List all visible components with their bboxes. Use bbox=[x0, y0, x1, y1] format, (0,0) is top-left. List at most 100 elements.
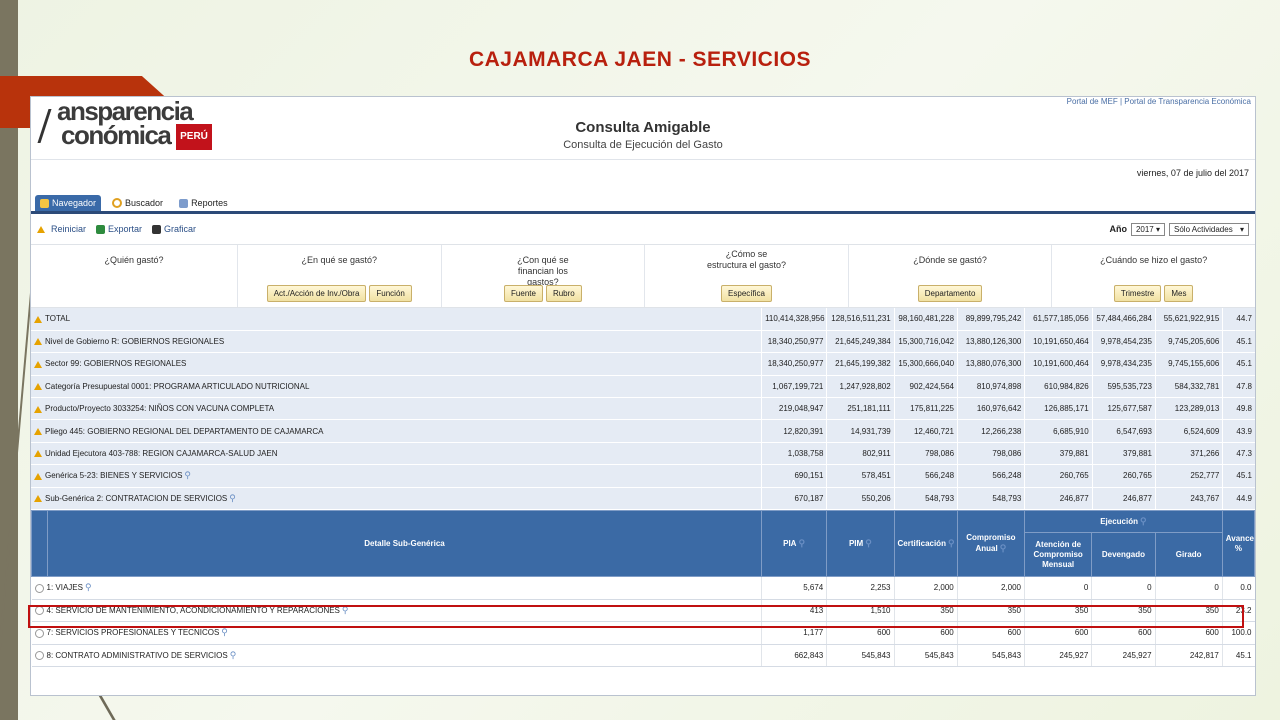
nav-row-value: 57,484,466,284 bbox=[1091, 308, 1156, 331]
nav-row[interactable]: Nivel de Gobierno R: GOBIERNOS REGIONALE… bbox=[31, 330, 1255, 354]
funcion-button[interactable]: Función bbox=[369, 285, 412, 302]
navigation-table: TOTAL 110,414,328,956 128,516,511,231 98,16… bbox=[31, 308, 1255, 511]
nav-row-value: 670,187 bbox=[761, 487, 827, 511]
act-accion-button[interactable]: Act./Acción de Inv./Obra bbox=[266, 285, 367, 302]
col-atencion: Atención de Compromiso Mensual bbox=[1024, 532, 1093, 578]
detail-row-value: 1,177 bbox=[760, 621, 827, 645]
detail-row-value: 545,843 bbox=[826, 644, 894, 668]
level-up-icon[interactable] bbox=[34, 360, 42, 368]
rubro-button[interactable]: Rubro bbox=[545, 285, 582, 302]
reiniciar-button[interactable]: Reiniciar bbox=[37, 224, 86, 234]
tab-navegador[interactable]: Navegador bbox=[35, 195, 102, 211]
info-icon: ⚲ bbox=[229, 649, 237, 660]
level-up-icon[interactable] bbox=[34, 472, 42, 480]
nav-row[interactable]: Categoría Presupuestal 0001: PROGRAMA AR… bbox=[31, 375, 1255, 399]
question-label: ¿En qué se gastó? bbox=[301, 255, 378, 265]
nav-row-label[interactable]: Genérica 5-23: BIENES Y SERVICIOS ⚲ bbox=[31, 464, 762, 488]
nav-row[interactable]: Pliego 445: GOBIERNO REGIONAL DEL DEPART… bbox=[31, 419, 1255, 443]
trimestre-button[interactable]: Trimestre bbox=[1113, 285, 1162, 302]
nav-row[interactable]: TOTAL 110,414,328,956 128,516,511,231 98,16… bbox=[31, 308, 1255, 331]
col-pim[interactable]: PIM ⚲ bbox=[826, 510, 895, 578]
nav-row-value: 10,191,650,464 bbox=[1024, 330, 1093, 354]
nav-row[interactable]: Sector 99: GOBIERNOS REGIONALES 18,340,25… bbox=[31, 352, 1255, 376]
nav-row-value: 1,247,928,802 bbox=[826, 375, 895, 399]
nav-row-label[interactable]: Nivel de Gobierno R: GOBIERNOS REGIONALE… bbox=[31, 330, 762, 354]
col-avance: Avance % bbox=[1221, 510, 1255, 578]
info-icon: ⚲ bbox=[947, 538, 955, 549]
nav-row-label[interactable]: TOTAL bbox=[31, 308, 762, 331]
year-select[interactable]: 2017 ▾ bbox=[1130, 222, 1165, 236]
detail-row-value: 5,674 bbox=[760, 576, 827, 600]
col-compromiso-anual[interactable]: Compromiso Anual ⚲ bbox=[956, 510, 1026, 578]
col-pia[interactable]: PIA ⚲ bbox=[760, 510, 828, 578]
detail-row[interactable]: 4: SERVICIO DE MANTENIMIENTO, ACONDICION… bbox=[31, 599, 1255, 623]
nav-row[interactable]: Producto/Proyecto 3033254: NIÑOS CON VAC… bbox=[31, 397, 1255, 421]
nav-row[interactable]: Unidad Ejecutora 403-788: REGION CAJAMAR… bbox=[31, 442, 1255, 466]
nav-row-value: 44.9 bbox=[1222, 487, 1255, 511]
level-up-icon[interactable] bbox=[34, 315, 42, 323]
mes-button[interactable]: Mes bbox=[1164, 285, 1194, 302]
detail-row-value: 2,000 bbox=[893, 576, 958, 600]
nav-row-value: 10,191,600,464 bbox=[1024, 352, 1093, 376]
radio-select[interactable] bbox=[34, 583, 44, 593]
nav-row-value: 125,677,587 bbox=[1091, 397, 1156, 421]
nav-row-label[interactable]: Sub-Genérica 2: CONTRATACION DE SERVICIO… bbox=[31, 487, 762, 511]
nav-row-value: 578,451 bbox=[826, 464, 895, 488]
nav-row-value: 14,931,739 bbox=[826, 419, 895, 443]
nav-row-value: 260,765 bbox=[1091, 464, 1156, 488]
tab-buscador[interactable]: Buscador bbox=[107, 195, 168, 211]
col-certificacion[interactable]: Certificación ⚲ bbox=[893, 510, 958, 578]
nav-row-label[interactable]: Categoría Presupuestal 0001: PROGRAMA AR… bbox=[31, 375, 762, 399]
question-label: ¿Cuándo se hizo el gasto? bbox=[1100, 255, 1208, 265]
logo: ansparencia conómica PERÚ bbox=[39, 98, 212, 151]
detail-row-value: 350 bbox=[1024, 599, 1092, 623]
top-links[interactable]: Portal de MEF | Portal de Transparencia … bbox=[1066, 97, 1251, 106]
screenshot-frame: ansparencia conómica PERÚ Portal de MEF … bbox=[30, 96, 1256, 696]
nav-row-value: 123,289,013 bbox=[1154, 397, 1223, 421]
radio-select[interactable] bbox=[34, 628, 44, 638]
question-donde: ¿Dónde se gastó? Departamento bbox=[849, 245, 1053, 307]
exportar-button[interactable]: Exportar bbox=[96, 224, 142, 234]
activity-filter-select[interactable]: Sólo Actividades ▾ bbox=[1169, 222, 1249, 236]
nav-row-value: 47.3 bbox=[1222, 442, 1255, 466]
detail-row-value: 600 bbox=[1091, 621, 1156, 645]
detail-row[interactable]: 8: CONTRATO ADMINISTRATIVO DE SERVICIOS ⚲… bbox=[31, 644, 1255, 668]
detail-row-label[interactable]: 8: CONTRATO ADMINISTRATIVO DE SERVICIOS ⚲ bbox=[31, 644, 762, 668]
nav-row-value: 49.8 bbox=[1222, 397, 1255, 421]
nav-row[interactable]: Genérica 5-23: BIENES Y SERVICIOS ⚲ 690,15… bbox=[31, 464, 1255, 488]
nav-row-label[interactable]: Pliego 445: GOBIERNO REGIONAL DEL DEPART… bbox=[31, 419, 762, 443]
detail-row-label[interactable]: 7: SERVICIOS PROFESIONALES Y TECNICOS ⚲ bbox=[31, 621, 762, 645]
fuente-button[interactable]: Fuente bbox=[504, 285, 543, 302]
col-ejecucion[interactable]: Ejecución ⚲ bbox=[1024, 510, 1223, 534]
detail-row-value: 600 bbox=[1024, 621, 1092, 645]
nav-row-label[interactable]: Sector 99: GOBIERNOS REGIONALES bbox=[31, 352, 762, 376]
detail-row[interactable]: 1: VIAJES ⚲ 5,674 2,253 2,000 2,000 0 0 0 0.0 bbox=[31, 576, 1255, 600]
nav-row-value: 45.1 bbox=[1222, 464, 1255, 488]
level-up-icon[interactable] bbox=[34, 405, 42, 413]
detail-row-label[interactable]: 4: SERVICIO DE MANTENIMIENTO, ACONDICION… bbox=[31, 599, 762, 623]
nav-row-value: 251,181,111 bbox=[826, 397, 895, 421]
level-up-icon[interactable] bbox=[34, 338, 42, 346]
reiniciar-label: Reiniciar bbox=[51, 224, 87, 234]
detail-row-value: 600 bbox=[1154, 621, 1223, 645]
level-up-icon[interactable] bbox=[34, 383, 42, 391]
nav-row[interactable]: Sub-Genérica 2: CONTRATACION DE SERVICIO… bbox=[31, 487, 1255, 511]
filter-value: Sólo Actividades bbox=[1174, 224, 1233, 234]
especifica-button[interactable]: Específica bbox=[721, 285, 772, 302]
nav-row-value: 246,877 bbox=[1091, 487, 1156, 511]
level-up-icon[interactable] bbox=[34, 428, 42, 436]
departamento-button[interactable]: Departamento bbox=[917, 285, 983, 302]
detail-row-value: 350 bbox=[1091, 599, 1156, 623]
nav-row-label[interactable]: Producto/Proyecto 3033254: NIÑOS CON VAC… bbox=[31, 397, 762, 421]
nav-row-label[interactable]: Unidad Ejecutora 403-788: REGION CAJAMAR… bbox=[31, 442, 762, 466]
detail-row-value: 0.0 bbox=[1221, 576, 1255, 600]
level-up-icon[interactable] bbox=[34, 495, 42, 503]
level-up-icon[interactable] bbox=[34, 450, 42, 458]
detail-row-label[interactable]: 1: VIAJES ⚲ bbox=[31, 576, 762, 600]
radio-select[interactable] bbox=[34, 651, 44, 661]
graficar-button[interactable]: Graficar bbox=[152, 224, 196, 234]
logo-line2: conómica bbox=[61, 120, 172, 150]
detail-row[interactable]: 7: SERVICIOS PROFESIONALES Y TECNICOS ⚲ 1,… bbox=[31, 621, 1255, 645]
tab-reportes[interactable]: Reportes bbox=[174, 195, 233, 211]
radio-select[interactable] bbox=[34, 606, 44, 616]
